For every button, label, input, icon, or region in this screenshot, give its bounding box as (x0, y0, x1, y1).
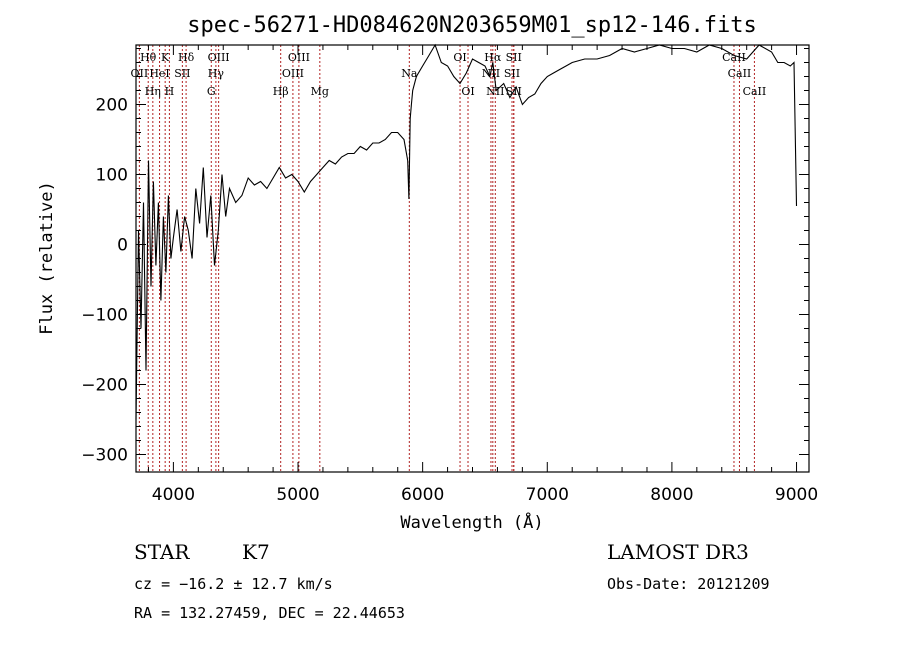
spectral-line-label: Hγ (208, 67, 225, 80)
x-axis-label: Wavelength (Å) (400, 511, 543, 533)
spectral-line-label: OII (131, 67, 149, 80)
redshift-velocity-text: cz = −16.2 ± 12.7 km/s (134, 575, 333, 593)
spectral-line-label: CaII (728, 67, 752, 80)
spectral-line-label: SII (174, 67, 190, 80)
spectral-line-label: SII (504, 67, 520, 80)
spectral-line-label: Hδ (178, 51, 195, 64)
object-subclass-label: K7 (242, 540, 270, 564)
x-tick-label: 4000 (152, 485, 195, 505)
spectral-line-label: G (207, 85, 216, 98)
spectral-line-label: K (161, 51, 170, 64)
spectral-line-label: H (165, 85, 175, 98)
object-class-label: STAR (134, 540, 190, 564)
spectral-line-label: OI (461, 85, 474, 98)
x-tick-label: 9000 (775, 485, 818, 505)
y-axis-ticks: −300 −200 −100 0 100 200 (81, 48, 809, 466)
x-tick-label: 7000 (526, 485, 569, 505)
spectral-line-label: Hη (145, 85, 161, 98)
spectral-line-label: Hα (484, 51, 502, 64)
plot-frame (135, 44, 810, 473)
x-tick-label: 8000 (650, 485, 693, 505)
observation-date-text: Obs-Date: 20121209 (607, 575, 770, 593)
spectral-line-label: OI (453, 51, 466, 64)
spectral-line-label: NII (486, 85, 504, 98)
y-axis-label: Flux (relative) (37, 181, 57, 335)
y-tick-label: −200 (81, 376, 128, 396)
spectral-line-label: Na (401, 67, 418, 80)
spectral-line-label: OIII (282, 67, 304, 80)
spectral-line-label: Hβ (273, 85, 289, 98)
y-tick-label: 0 (117, 236, 128, 256)
spectral-line-label: OIII (288, 51, 310, 64)
y-tick-label: 200 (96, 96, 128, 116)
spectral-line-labels: OII Hθ Hη HeI K H SII Hδ G Hγ OIII Hβ OIII OIII Mg Na OI… (131, 51, 767, 98)
spectral-line-label: Mg (311, 85, 329, 98)
spectral-line-label: SII (506, 51, 522, 64)
coordinates-text: RA = 132.27459, DEC = 22.44653 (134, 604, 405, 622)
chart-title: spec-56271-HD084620N203659M01_sp12-146.f… (187, 13, 757, 38)
x-tick-label: 6000 (401, 485, 444, 505)
spectral-line-label: CaII (722, 51, 746, 64)
spectral-line-label: CaII (743, 85, 767, 98)
spectral-line-label: HeI (149, 67, 169, 80)
spectrum-series-line (135, 43, 798, 420)
x-axis-ticks: 4000 5000 6000 7000 8000 9000 (147, 45, 818, 505)
spectral-line-label: OIII (208, 51, 230, 64)
spectral-line-label: Hθ (140, 51, 157, 64)
x-tick-label: 5000 (276, 485, 319, 505)
survey-label: LAMOST DR3 (607, 540, 749, 564)
spectral-line-markers (138, 45, 755, 472)
y-tick-label: −300 (81, 446, 128, 466)
y-tick-label: −100 (81, 306, 128, 326)
y-tick-label: 100 (96, 166, 128, 186)
